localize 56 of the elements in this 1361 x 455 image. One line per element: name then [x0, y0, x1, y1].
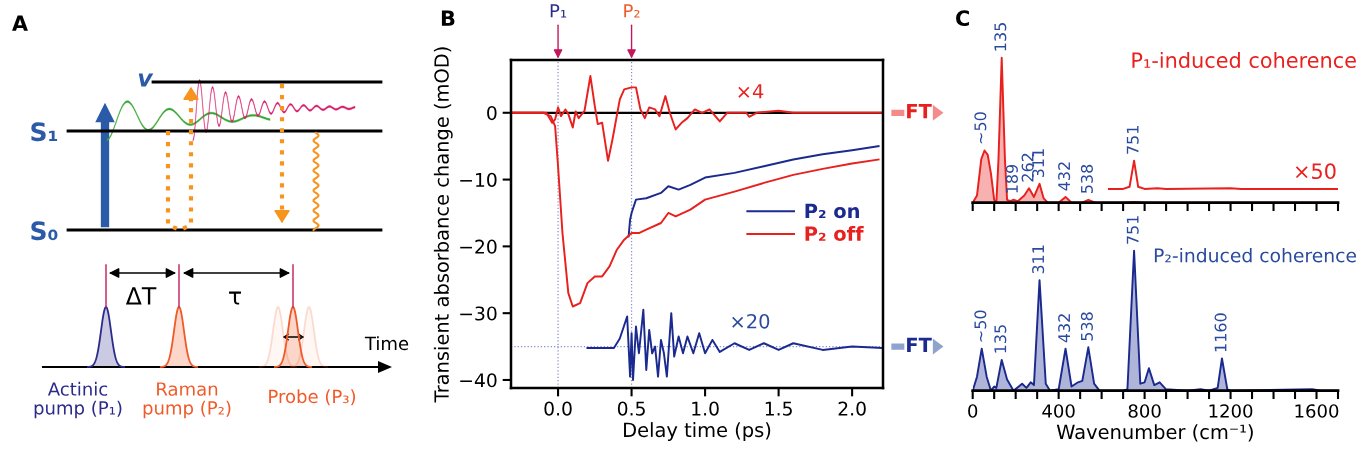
y-tick-label: −20 [460, 239, 497, 254]
y-tick-label: −10 [460, 172, 497, 187]
annotation: ×20 [732, 313, 770, 329]
annotation: 311 [1032, 149, 1045, 178]
text: Time [364, 336, 409, 351]
text: C [956, 10, 969, 27]
annotation: 432 [1058, 162, 1071, 191]
text: v [138, 73, 154, 87]
x-tick-label: 800 [1128, 404, 1161, 418]
x-tick-label: 1.5 [765, 401, 792, 416]
ref-line-label: FT [907, 103, 932, 119]
x-tick-label: 1600 [1295, 404, 1339, 418]
ref-line-label: P₂ [624, 4, 640, 18]
annotation: 1160 [1214, 313, 1227, 352]
annotation: ×4 [738, 84, 764, 99]
x-tick-label: 400 [1042, 404, 1075, 418]
text: B [441, 10, 455, 26]
annotation: 751 [1126, 216, 1139, 244]
annotation: P₁-induced coherence [1132, 51, 1356, 69]
ref-line-label: FT [907, 337, 932, 352]
annotation: 751 [1126, 126, 1139, 154]
x-tick-label: 2.0 [838, 401, 866, 416]
x-tick-label: 0.0 [544, 401, 572, 416]
annotation: 538 [1080, 312, 1093, 341]
legend-label: P₂ on [805, 203, 859, 219]
annotation: 432 [1058, 314, 1071, 343]
text: S₀ [31, 221, 58, 241]
y-tick-label: −30 [460, 306, 497, 321]
annotation: 189 [1005, 164, 1018, 193]
annotation: ~50 [974, 310, 987, 342]
annotation: 135 [994, 23, 1007, 51]
legend-label: P₂ off [805, 225, 864, 241]
x-tick-label: 0 [968, 404, 978, 418]
x-tick-label: 0.5 [617, 401, 645, 416]
annotation: ~50 [974, 112, 987, 144]
x-axis-title: Wavenumber (cm⁻¹) [1056, 424, 1253, 442]
text: Raman pump (P₂) [143, 382, 231, 419]
annotation: 538 [1080, 164, 1093, 194]
x-tick-label: 1.0 [692, 401, 719, 416]
text: S₁ [31, 122, 58, 142]
annotation: 311 [1032, 245, 1045, 274]
ref-line-label: P₁ [550, 4, 567, 18]
y-tick-label: −40 [460, 373, 497, 388]
y-tick-label: 0 [487, 105, 497, 121]
annotation: ×50 [1295, 163, 1336, 180]
annotation: P₂-induced coherence [1154, 247, 1356, 263]
text: τ [229, 291, 241, 305]
text: Probe (P₃) [269, 389, 356, 406]
text: ΔT [125, 287, 157, 305]
annotation: 135 [994, 325, 1007, 353]
annotation: 262 [1021, 153, 1034, 182]
y-axis-title: Transient absorbance change (mOD) [433, 47, 453, 403]
x-axis-title: Delay time (ps) [624, 422, 771, 441]
x-tick-label: 1200 [1209, 404, 1253, 418]
text: A [12, 15, 28, 31]
text: Actinic pump (P₁) [34, 381, 122, 419]
